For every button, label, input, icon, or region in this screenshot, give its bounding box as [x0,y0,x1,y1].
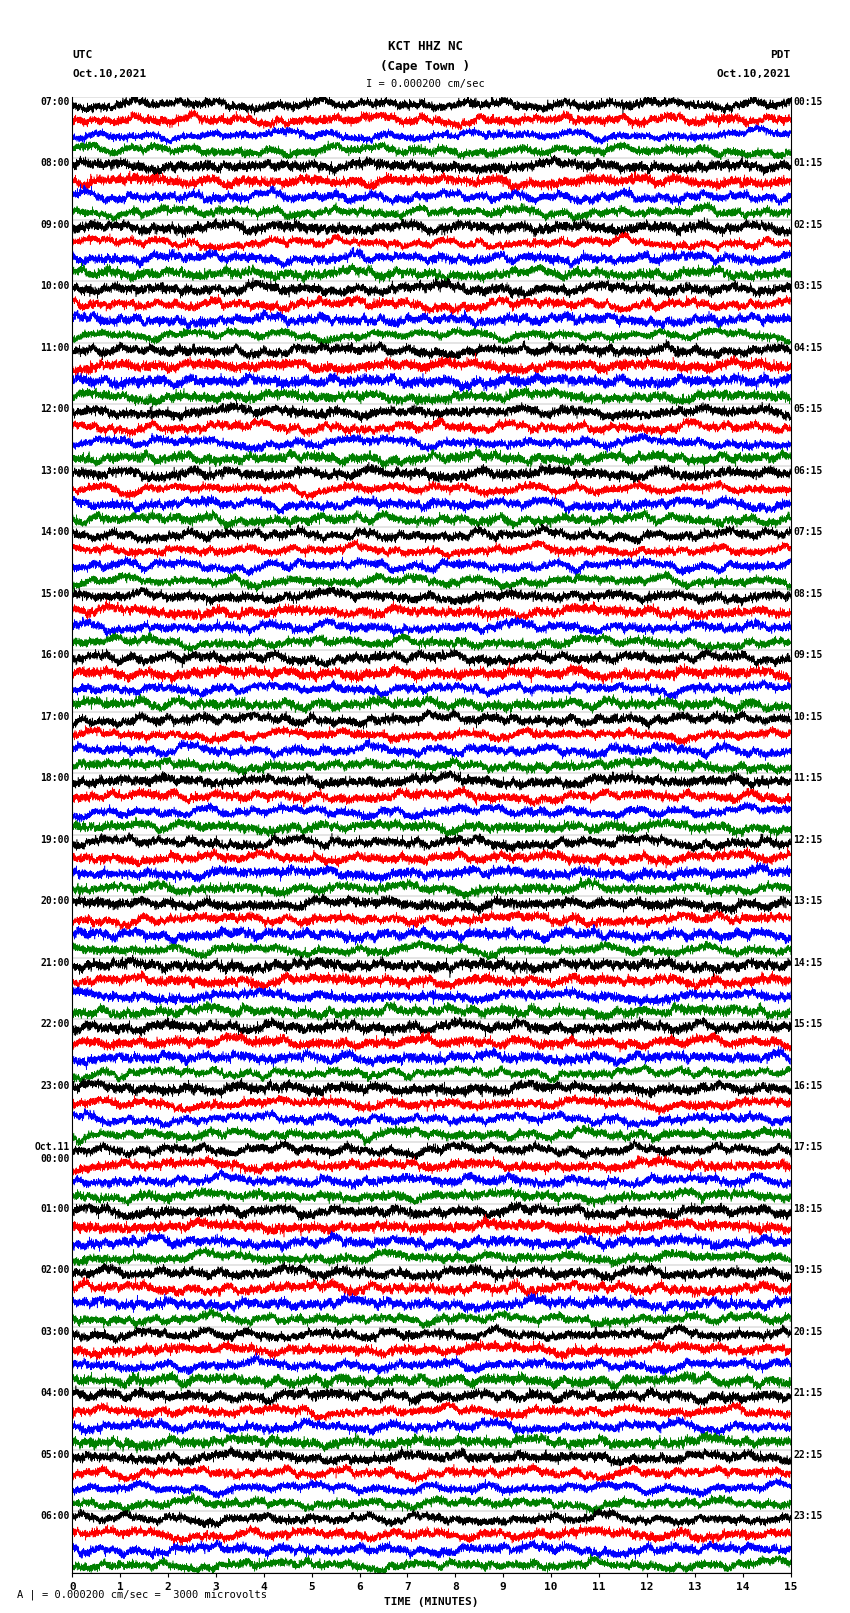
Text: PDT: PDT [770,50,790,60]
Text: (Cape Town ): (Cape Town ) [380,60,470,73]
Text: KCT HHZ NC: KCT HHZ NC [388,40,462,53]
Text: Oct.10,2021: Oct.10,2021 [717,69,790,79]
Text: UTC: UTC [72,50,93,60]
X-axis label: TIME (MINUTES): TIME (MINUTES) [384,1597,479,1607]
Text: I = 0.000200 cm/sec: I = 0.000200 cm/sec [366,79,484,89]
Text: A | = 0.000200 cm/sec =  3000 microvolts: A | = 0.000200 cm/sec = 3000 microvolts [17,1589,267,1600]
Text: Oct.10,2021: Oct.10,2021 [72,69,146,79]
